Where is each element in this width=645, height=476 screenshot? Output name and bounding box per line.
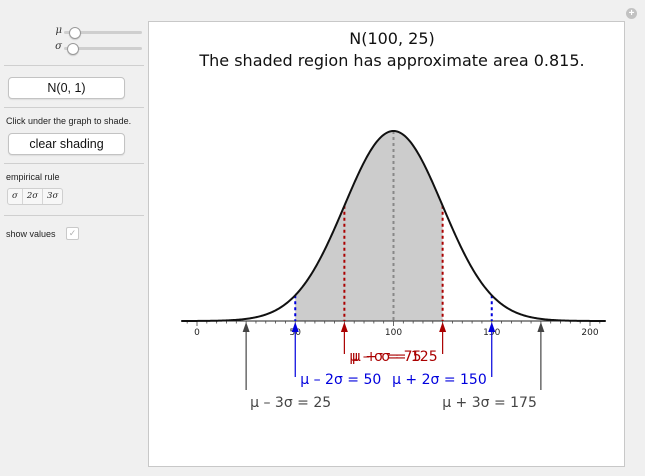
empirical-rule-3sigma-option[interactable]: 3σ (47, 191, 59, 201)
divider (4, 107, 144, 108)
marker-label: μ + σ = 125 (352, 349, 438, 365)
empirical-rule-sigma-option[interactable]: σ (8, 189, 23, 204)
density-curve (181, 129, 606, 322)
marker-label: μ – 3σ = 25 (250, 395, 331, 411)
plot-subtitle: The shaded region has approximate area 0… (198, 51, 584, 70)
sigma-label: σ (55, 41, 62, 52)
marker-arrowhead (291, 322, 299, 332)
marker-label: μ + 2σ = 150 (392, 372, 487, 388)
sigma-slider-thumb[interactable] (66, 43, 79, 55)
divider (4, 65, 144, 66)
mu-slider-thumb[interactable] (69, 27, 82, 39)
show-values-checkbox[interactable]: ✓ (66, 227, 79, 240)
standard-normal-button[interactable]: N(0, 1) (8, 77, 125, 99)
clear-shading-button[interactable]: clear shading (8, 133, 125, 155)
marker-arrowhead (340, 322, 348, 332)
plus-icon[interactable]: + (626, 8, 637, 19)
x-tick-label: 0 (194, 328, 200, 338)
empirical-rule-2sigma-option[interactable]: 2σ (23, 189, 44, 204)
sigma-slider[interactable] (64, 43, 142, 55)
x-tick-label: 100 (385, 328, 402, 338)
divider (4, 163, 144, 164)
normal-distribution-chart[interactable]: N(100, 25) The shaded region has approxi… (149, 22, 624, 466)
marker-label: μ – σ = 75 (349, 349, 421, 365)
empirical-rule-selector: σ 2σ 3σ (7, 188, 64, 205)
marker-arrowhead (488, 322, 496, 332)
marker-arrowhead (242, 322, 250, 332)
divider (4, 215, 144, 216)
mu-slider[interactable] (64, 27, 142, 39)
marker-label: μ – 2σ = 50 (300, 372, 381, 388)
mu-label: μ (55, 25, 63, 36)
shading-instruction: Click under the graph to shade. (6, 116, 132, 126)
x-tick-label: 200 (581, 328, 598, 338)
checkmark-icon: ✓ (68, 228, 77, 238)
marker-arrowhead (439, 322, 447, 332)
marker-label: μ + 3σ = 175 (442, 395, 537, 411)
empirical-rule-label: empirical rule (6, 172, 60, 182)
control-panel: μ σ N(0, 1) Click under the graph to sha… (0, 0, 148, 476)
mu-slider-row: μ (0, 25, 148, 39)
sigma-slider-row: σ (0, 41, 148, 55)
shaded-region (295, 131, 443, 321)
marker-arrowhead (537, 322, 545, 332)
show-values-label: show values (6, 229, 56, 239)
plot-title: N(100, 25) (349, 29, 435, 48)
plot-area[interactable]: N(100, 25) The shaded region has approxi… (148, 21, 625, 467)
